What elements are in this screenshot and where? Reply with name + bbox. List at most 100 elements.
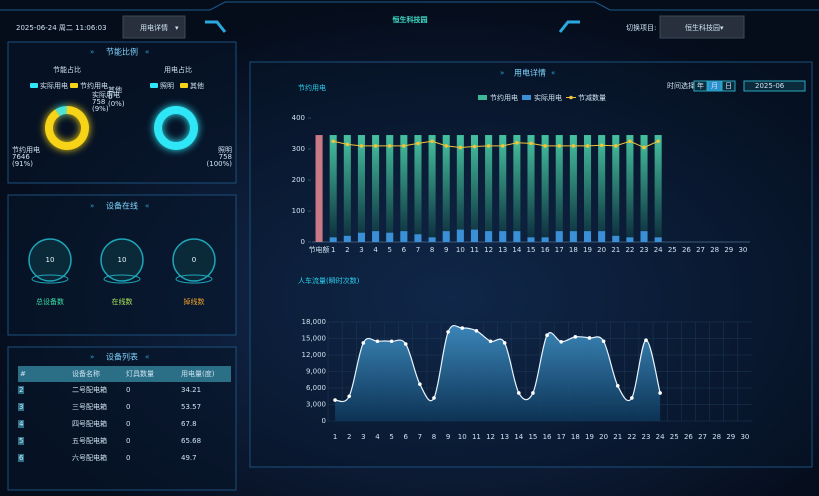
slice-label: 节约用电 (12, 145, 40, 154)
bar (329, 237, 337, 242)
bar (329, 135, 337, 242)
row-index-bg (18, 420, 24, 428)
x-tick-label: 27 (696, 246, 705, 254)
slice-label: 照明 (218, 146, 232, 154)
bar (612, 135, 620, 242)
legend-label: 实际用电 (40, 81, 68, 90)
line-point (472, 144, 477, 149)
donut-slice (45, 106, 89, 150)
bar (414, 135, 422, 242)
nav-button-text[interactable]: 用电详情 (140, 23, 168, 32)
project-select[interactable] (659, 15, 745, 39)
x-tick-label: 22 (627, 433, 636, 441)
x-tick-label: 5 (387, 246, 391, 254)
line-point (500, 144, 505, 148)
table-cell: 二号配电箱 (72, 385, 107, 394)
project-name[interactable]: 恒生科技园 (685, 23, 720, 32)
x-tick-label: 11 (472, 433, 481, 441)
x-tick-label: 3 (359, 246, 363, 254)
date-picker[interactable] (743, 80, 806, 92)
x-tick-label: 节电额 (309, 245, 330, 254)
chevron: » (90, 353, 94, 361)
slice-label: 实际用电 (92, 90, 120, 99)
nav-button[interactable] (122, 15, 186, 39)
bar (428, 135, 436, 242)
point (573, 335, 578, 339)
line-point (486, 144, 491, 148)
stat-base (31, 274, 69, 284)
legend-swatch (522, 95, 531, 100)
bar (640, 135, 648, 242)
header-line (0, 1, 819, 11)
line-point (543, 144, 547, 148)
table-cell: 49.7 (181, 454, 197, 462)
y-tick-label: 300 (292, 145, 305, 153)
date-value[interactable]: 2025-06 (755, 82, 785, 90)
table-header-bg (18, 366, 231, 382)
table-cell: 0 (126, 403, 130, 411)
x-tick-label: 16 (543, 433, 552, 441)
x-tick-label: 17 (555, 246, 564, 254)
point (601, 339, 606, 344)
table-cell: 五号配电箱 (72, 436, 107, 445)
table-header: 用电量(度) (181, 369, 215, 378)
bar (583, 231, 592, 242)
point (502, 341, 507, 345)
table-header: 灯具数量 (126, 369, 154, 378)
bar (343, 135, 351, 242)
stat-ring (100, 238, 144, 282)
mode-label[interactable]: 年 (697, 81, 704, 90)
x-tick-label: 7 (416, 246, 420, 254)
x-tick-label: 5 (389, 433, 393, 441)
bar (626, 135, 634, 242)
legend-swatch (30, 83, 38, 88)
line-point (628, 139, 632, 144)
donut-title: 节能占比 (53, 65, 81, 74)
mode-label[interactable]: 日 (725, 82, 732, 90)
x-tick-label: 18 (569, 246, 578, 254)
bar (400, 231, 408, 242)
x-tick-label: 23 (642, 433, 651, 441)
point (418, 382, 422, 386)
line-point (331, 139, 335, 144)
x-tick-label: 22 (625, 246, 634, 254)
x-tick-label: 19 (583, 246, 592, 254)
legend-label: 照明 (160, 82, 174, 90)
mode-button[interactable] (721, 80, 736, 92)
x-tick-label: 29 (726, 433, 735, 441)
x-tick-label: 4 (375, 433, 380, 441)
chevron: « (145, 202, 149, 210)
mode-label[interactable]: 月 (711, 82, 718, 90)
table-cell: 67.8 (181, 420, 197, 428)
x-tick-label: 6 (402, 246, 407, 254)
y-tick-label: 100 (292, 207, 305, 215)
x-tick-label: 28 (710, 246, 719, 254)
bar (598, 135, 606, 242)
mode-button[interactable] (693, 80, 708, 92)
table-header: 设备名称 (72, 369, 100, 378)
line-point (430, 139, 434, 144)
line-point (345, 142, 350, 147)
bar (555, 135, 563, 242)
point (630, 396, 634, 400)
line-point (599, 143, 604, 148)
x-tick-label: 1 (333, 433, 337, 441)
point (517, 391, 521, 395)
line-point (458, 145, 463, 150)
legend-label: 节约用电 (80, 81, 108, 90)
x-tick-label: 21 (611, 246, 620, 254)
bar (513, 135, 521, 242)
x-tick-label: 26 (682, 246, 691, 254)
x-tick-label: 1 (331, 246, 335, 254)
mode-button[interactable] (707, 80, 722, 92)
point (432, 396, 436, 400)
x-tick-label: 14 (512, 246, 521, 254)
x-tick-label: 25 (668, 246, 677, 254)
y-tick-label: 200 (292, 176, 305, 184)
point (347, 394, 352, 399)
line-point (557, 144, 562, 148)
x-tick-label: 17 (557, 433, 566, 441)
slice-value: 0 (108, 93, 112, 101)
point (488, 339, 493, 344)
